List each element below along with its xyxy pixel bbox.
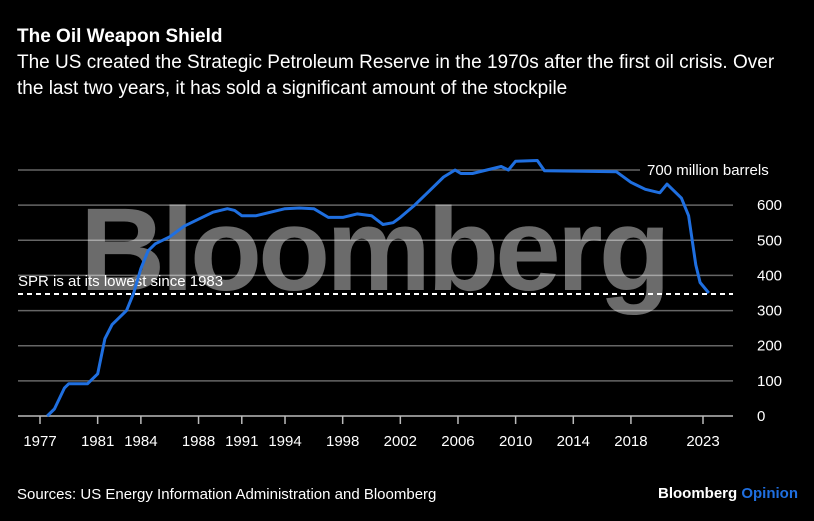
x-tick-label: 1984 xyxy=(124,433,157,450)
x-tick-label: 1998 xyxy=(326,433,359,450)
y-tick-label: 700 million barrels xyxy=(647,162,769,179)
brand-section: Opinion xyxy=(741,485,798,502)
chart-title: The Oil Weapon Shield xyxy=(17,26,223,47)
y-tick-label: 200 xyxy=(757,338,782,355)
x-tick-label: 2018 xyxy=(614,433,647,450)
brand-name: Bloomberg xyxy=(658,485,738,502)
x-tick-label: 2014 xyxy=(557,433,590,450)
x-tick-label: 2002 xyxy=(384,433,417,450)
y-tick-label: 300 xyxy=(757,303,782,320)
chart-subtitle: The US created the Strategic Petroleum R… xyxy=(17,52,775,99)
y-tick-label: 500 xyxy=(757,232,782,249)
y-tick-label: 100 xyxy=(757,373,782,390)
x-tick-label: 1981 xyxy=(81,433,114,450)
y-tick-label: 0 xyxy=(757,408,765,425)
x-tick-label: 2010 xyxy=(499,433,532,450)
spr-series-line xyxy=(46,159,710,418)
y-tick-label: 400 xyxy=(757,267,782,284)
x-tick-label: 2023 xyxy=(686,433,719,450)
y-tick-label: 600 xyxy=(757,197,782,214)
bloomberg-watermark: Bloomberg xyxy=(80,184,667,316)
source-note: Sources: US Energy Information Administr… xyxy=(17,486,437,503)
x-tick-label: 1977 xyxy=(23,433,56,450)
x-tick-label: 1988 xyxy=(182,433,215,450)
x-tick-label: 2006 xyxy=(441,433,474,450)
x-tick-label: 1991 xyxy=(225,433,258,450)
x-tick-label: 1994 xyxy=(268,433,301,450)
bloomberg-opinion-logo: Bloomberg Opinion xyxy=(658,485,798,502)
lowest-level-annotation: SPR is at its lowest since 1983 xyxy=(18,273,223,290)
